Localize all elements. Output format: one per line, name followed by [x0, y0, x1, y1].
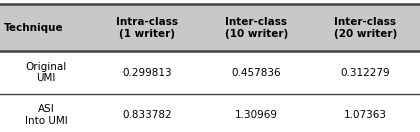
Text: 0.299813: 0.299813: [122, 68, 172, 78]
Text: Original
UMI: Original UMI: [26, 62, 67, 83]
Text: Inter-class
(20 writer): Inter-class (20 writer): [334, 17, 397, 39]
Bar: [0, 94, 420, 132]
Text: Technique: Technique: [4, 23, 64, 33]
Text: ASI
Into UMI: ASI Into UMI: [25, 104, 68, 126]
Text: 0.833782: 0.833782: [122, 110, 172, 120]
Text: 1.07363: 1.07363: [344, 110, 387, 120]
Text: 0.457836: 0.457836: [231, 68, 281, 78]
Text: Inter-class
(10 writer): Inter-class (10 writer): [225, 17, 288, 39]
Bar: [0, 4, 420, 51]
Bar: [0, 51, 420, 94]
Text: 1.30969: 1.30969: [235, 110, 278, 120]
Text: Intra-class
(1 writer): Intra-class (1 writer): [116, 17, 178, 39]
Text: 0.312279: 0.312279: [341, 68, 390, 78]
